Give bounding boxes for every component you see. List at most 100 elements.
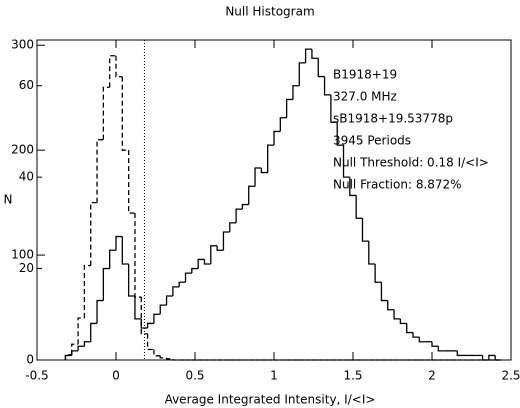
annotation: Null Threshold: 0.18 I/<I>: [333, 156, 489, 170]
plot-frame: [36, 39, 512, 361]
histogram-step: [399, 318, 407, 325]
histogram-step: [267, 144, 274, 173]
histogram-step: [178, 281, 186, 287]
histogram-step: [437, 346, 445, 352]
histogram-step: [146, 322, 154, 328]
histogram-step: [241, 203, 249, 210]
histogram-step: [90, 201, 98, 266]
histogram-step: [102, 86, 110, 140]
histogram-step: [374, 264, 382, 283]
histogram-step: [273, 130, 281, 146]
histogram-step: [165, 295, 173, 306]
histogram-step: [96, 299, 104, 324]
y-axis-label: N: [4, 193, 13, 207]
histogram-step: [77, 345, 85, 351]
histogram-step: [127, 264, 135, 297]
histogram-step: [165, 357, 173, 360]
histogram-step: [121, 236, 129, 265]
histogram-step: [140, 318, 148, 329]
histogram-step: [127, 150, 135, 214]
histogram-step: [393, 309, 401, 320]
histogram-step: [481, 355, 489, 361]
histogram-step: [216, 245, 224, 251]
histogram-step: [488, 354, 496, 360]
histogram-step: [349, 177, 357, 197]
histogram-step: [172, 358, 180, 361]
histogram-step: [248, 185, 256, 205]
histogram-step: [285, 98, 293, 118]
histogram-step: [90, 322, 98, 342]
histogram-step: [336, 122, 344, 146]
x-tick-label: 1.5: [343, 369, 362, 383]
histogram-step: [109, 249, 116, 269]
histogram-step: [222, 231, 230, 251]
histogram-step: [317, 58, 325, 78]
histogram-step: [77, 317, 85, 345]
annotation: sB1918+19.53778p: [333, 112, 453, 126]
y2-tick-label: 20: [19, 261, 34, 275]
histogram-step: [140, 297, 148, 335]
histogram-step: [229, 222, 237, 232]
histogram-step: [83, 341, 91, 347]
histogram-step: [380, 282, 388, 302]
x-tick-label: 1: [270, 369, 278, 383]
x-axis-label: Average Integrated Intensity, I/<I>: [165, 393, 376, 407]
histogram-step: [203, 259, 211, 265]
histogram-step: [159, 304, 167, 315]
histogram-step: [64, 354, 72, 360]
annotation: 3945 Periods: [333, 134, 411, 148]
histogram-step: [71, 343, 79, 355]
histogram-step: [109, 55, 116, 88]
histogram-step: [134, 213, 142, 298]
histogram-step: [298, 62, 306, 86]
histogram-step: [191, 267, 199, 274]
histogram-step: [260, 168, 268, 174]
histogram-step: [418, 337, 426, 343]
histogram-step: [102, 267, 110, 301]
histogram-step: [235, 208, 243, 223]
histogram-step: [323, 76, 331, 96]
histogram-step: [121, 76, 129, 151]
histogram-step: [210, 245, 218, 264]
x-tick-label: 2: [428, 369, 436, 383]
y2-tick-label: 60: [19, 78, 34, 92]
histogram-step: [292, 85, 300, 100]
annotation: Null Fraction: 8.872%: [333, 178, 462, 192]
histogram-step: [304, 48, 312, 63]
annotation: 327.0 MHz: [333, 90, 397, 104]
histogram-step: [368, 241, 376, 265]
histogram-step: [96, 139, 104, 203]
x-tick-label: -0.5: [25, 369, 48, 383]
histogram-step: [146, 333, 154, 351]
histogram-step: [172, 286, 180, 296]
histogram-step: [342, 145, 350, 178]
histogram-step: [153, 349, 161, 357]
histogram-step: [254, 167, 262, 187]
x-tick-label: 0: [112, 369, 120, 383]
histogram-step: [311, 49, 319, 59]
y-tick-label: 300: [11, 38, 34, 52]
annotation: B1918+19: [333, 68, 397, 82]
histogram-step: [456, 350, 464, 357]
histogram-step: [184, 272, 192, 283]
histogram-step: [64, 354, 72, 360]
histogram-step: [115, 235, 123, 251]
y-tick-label: 0: [26, 353, 34, 367]
histogram-step: [406, 323, 414, 334]
y-tick-label: 100: [11, 248, 34, 262]
histogram-step: [494, 355, 502, 361]
histogram-step: [279, 117, 287, 132]
histogram-step: [361, 218, 369, 242]
histogram-step: [412, 332, 420, 338]
histogram-step: [134, 296, 142, 320]
histogram-step: [387, 300, 395, 311]
histogram-step: [153, 313, 161, 324]
histogram-step: [159, 355, 167, 359]
histogram-step: [115, 55, 123, 78]
histogram-step: [355, 195, 363, 219]
x-tick-label: 0.5: [185, 369, 204, 383]
x-tick-label: 2.5: [501, 369, 520, 383]
histogram-step: [431, 341, 439, 347]
histogram-step: [330, 94, 338, 123]
